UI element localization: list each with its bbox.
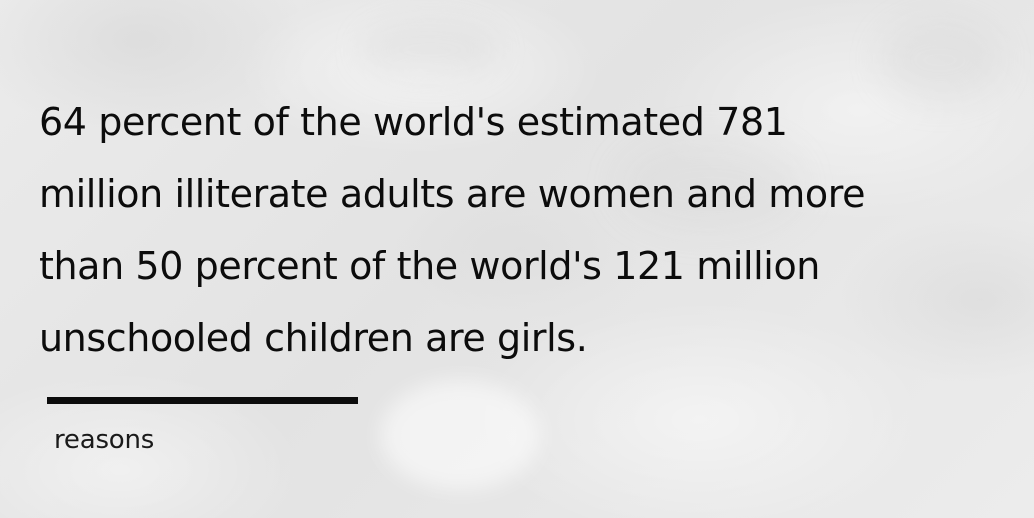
quote-text: 64 percent of the world's estimated 781 … [39,86,1009,374]
source-label: reasons [54,425,155,455]
watercolor-stain [360,20,500,80]
quote-line-1: 64 percent of the world's estimated 781 [39,100,788,144]
quote-line-4: unschooled children are girls. [39,316,588,360]
quote-line-2: million illiterate adults are women and … [39,172,866,216]
divider-bar [47,397,358,404]
watercolor-stain [380,380,540,490]
quote-line-3: than 50 percent of the world's 121 milli… [39,244,820,288]
